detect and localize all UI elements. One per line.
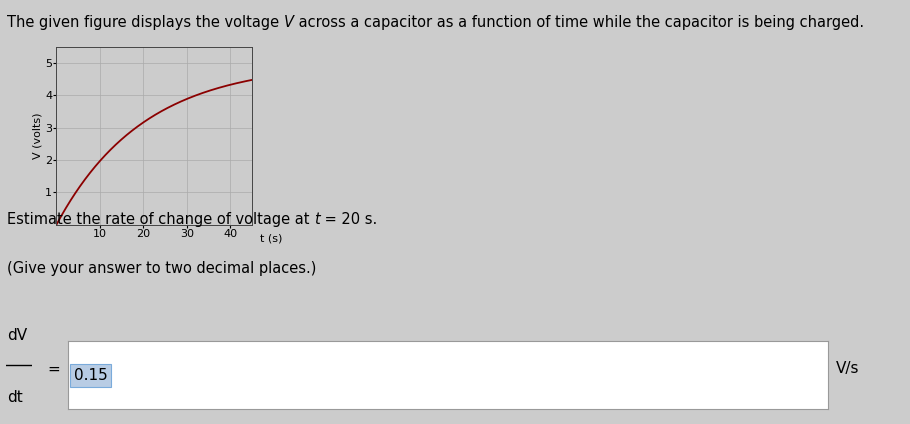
Text: (Give your answer to two decimal places.): (Give your answer to two decimal places.… bbox=[7, 261, 317, 276]
Text: V/s: V/s bbox=[835, 361, 859, 377]
Text: 0.15: 0.15 bbox=[74, 368, 107, 383]
Text: The given figure displays the voltage: The given figure displays the voltage bbox=[7, 15, 284, 30]
X-axis label: t (s): t (s) bbox=[260, 234, 283, 244]
Text: t: t bbox=[315, 212, 320, 227]
Text: dV: dV bbox=[7, 329, 27, 343]
Text: Estimate the rate of change of voltage at: Estimate the rate of change of voltage a… bbox=[7, 212, 315, 227]
Text: across a capacitor as a function of time while the capacitor is being charged.: across a capacitor as a function of time… bbox=[294, 15, 864, 30]
Text: dt: dt bbox=[7, 390, 23, 405]
Text: =: = bbox=[47, 361, 60, 377]
Text: V: V bbox=[284, 15, 294, 30]
Y-axis label: V (volts): V (volts) bbox=[33, 112, 43, 159]
Text: = 20 s.: = 20 s. bbox=[320, 212, 378, 227]
